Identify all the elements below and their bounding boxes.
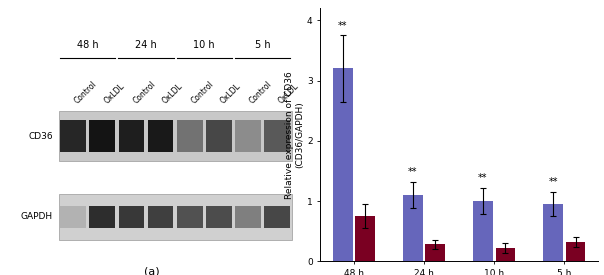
Bar — [403, 195, 423, 261]
Bar — [566, 242, 585, 261]
Text: 5 h: 5 h — [255, 40, 271, 50]
Text: **: ** — [338, 21, 347, 31]
Bar — [333, 68, 353, 261]
Text: CD36: CD36 — [28, 131, 53, 141]
Text: Control: Control — [190, 79, 216, 106]
Bar — [496, 248, 515, 261]
Bar — [265, 120, 290, 152]
Bar — [59, 194, 292, 240]
Text: **: ** — [478, 173, 487, 183]
Y-axis label: Relative expression of CD36
(CD36/GAPDH): Relative expression of CD36 (CD36/GAPDH) — [284, 71, 304, 199]
Text: Control: Control — [73, 79, 99, 106]
Text: GAPDH: GAPDH — [21, 213, 53, 221]
Bar — [148, 206, 173, 228]
Bar — [206, 206, 232, 228]
Bar — [60, 120, 86, 152]
Text: OxLDL: OxLDL — [219, 82, 243, 106]
Text: (a): (a) — [144, 266, 159, 275]
Bar — [235, 206, 261, 228]
Bar — [118, 120, 144, 152]
Bar — [206, 120, 232, 152]
Text: Control: Control — [248, 79, 274, 106]
Text: 24 h: 24 h — [135, 40, 157, 50]
Bar — [425, 244, 445, 261]
Text: **: ** — [548, 177, 558, 187]
Bar — [265, 206, 290, 228]
Bar — [59, 111, 292, 161]
Text: OxLDL: OxLDL — [277, 82, 301, 106]
Text: Control: Control — [132, 79, 158, 106]
Bar — [89, 206, 115, 228]
Bar — [60, 206, 86, 228]
Text: 48 h: 48 h — [77, 40, 98, 50]
Bar — [235, 120, 261, 152]
Bar — [177, 206, 202, 228]
Bar — [177, 120, 202, 152]
Bar — [473, 201, 493, 261]
Bar — [148, 120, 173, 152]
Bar — [118, 206, 144, 228]
Text: **: ** — [408, 167, 417, 177]
Bar — [543, 204, 563, 261]
Bar — [89, 120, 115, 152]
Text: OxLDL: OxLDL — [102, 82, 126, 106]
Text: OxLDL: OxLDL — [161, 82, 184, 106]
Text: 10 h: 10 h — [193, 40, 215, 50]
Bar — [355, 216, 375, 261]
